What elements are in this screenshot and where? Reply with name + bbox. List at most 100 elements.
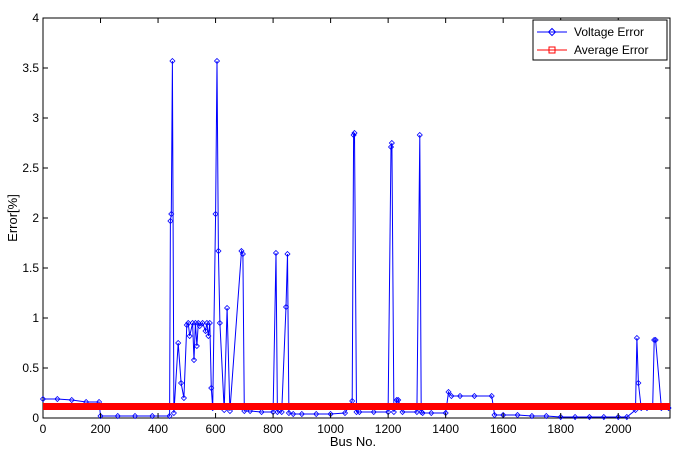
voltage-error-point <box>491 411 498 419</box>
voltage-error-point <box>635 379 642 387</box>
voltage-error-point <box>185 319 192 327</box>
data-layer <box>39 57 672 421</box>
voltage-error-point <box>274 408 281 416</box>
voltage-error-point <box>285 409 292 417</box>
x-tick-label: 800 <box>263 422 283 436</box>
voltage-error-point <box>97 412 104 420</box>
y-tick-label: 1 <box>32 311 39 325</box>
voltage-error-point <box>168 210 175 218</box>
voltage-error-point <box>623 413 630 421</box>
voltage-error-point <box>177 379 185 387</box>
y-tick-label: 0.5 <box>22 361 39 375</box>
voltage-error-point <box>572 413 579 421</box>
voltage-error-point <box>528 412 536 420</box>
voltage-error-point <box>284 250 291 258</box>
voltage-error-point <box>215 247 222 255</box>
y-tick-label: 1.5 <box>22 261 39 275</box>
voltage-error-point <box>393 396 400 404</box>
voltage-error-point <box>54 395 61 403</box>
voltage-error-point <box>180 394 187 402</box>
x-tick-label: 400 <box>148 422 168 436</box>
voltage-error-point <box>212 210 219 218</box>
x-tick-label: 600 <box>206 422 226 436</box>
voltage-error-point <box>68 396 75 404</box>
voltage-error-point <box>241 407 248 415</box>
voltage-error-point <box>169 57 176 65</box>
x-tick-label: 1600 <box>490 422 517 436</box>
voltage-error-point <box>615 413 622 421</box>
legend-voltage-label: Voltage Error <box>574 25 644 39</box>
voltage-error-point <box>413 408 420 416</box>
voltage-error-point <box>190 356 198 364</box>
x-tick-label: 1400 <box>432 422 459 436</box>
y-tick-label: 4 <box>32 11 39 25</box>
voltage-error-point <box>471 392 478 400</box>
voltage-error-point <box>390 408 397 416</box>
y-tick-label: 0 <box>32 411 39 425</box>
voltage-error-point <box>290 410 297 418</box>
voltage-error-point <box>356 408 363 416</box>
voltage-error-point <box>456 392 464 400</box>
legend-voltage-diamond-marker <box>547 27 557 37</box>
voltage-error-point <box>149 412 156 420</box>
voltage-error-point <box>282 303 290 311</box>
voltage-error-point <box>226 407 234 415</box>
voltage-error-point <box>416 131 423 139</box>
voltage-error-point <box>600 413 607 421</box>
voltage-error-point <box>428 409 435 417</box>
voltage-error-point <box>196 322 203 330</box>
x-tick-label: 1800 <box>547 422 574 436</box>
voltage-error-point <box>213 57 221 65</box>
y-axis-label: Error[%] <box>5 194 20 242</box>
voltage-error-point <box>170 409 177 417</box>
voltage-error-point <box>488 392 495 400</box>
voltage-error-point <box>278 408 285 416</box>
voltage-error-point <box>586 413 593 421</box>
legend-average-label: Average Error <box>574 43 648 57</box>
voltage-error-point <box>193 342 200 350</box>
voltage-error-point <box>205 332 212 340</box>
voltage-error-point <box>175 339 182 347</box>
y-tick-label: 2.5 <box>22 161 39 175</box>
voltage-error-point <box>216 319 223 327</box>
x-axis-label: Bus No. <box>330 434 376 449</box>
y-tick-label: 2 <box>32 211 39 225</box>
y-tick-label: 3.5 <box>22 61 39 75</box>
voltage-error-point <box>206 319 213 327</box>
voltage-error-point <box>166 412 173 420</box>
x-tick-label: 0 <box>40 422 47 436</box>
voltage-error-point <box>651 336 658 344</box>
voltage-error-point <box>39 395 47 403</box>
x-tick-label: 2000 <box>605 422 632 436</box>
voltage-error-point <box>399 408 406 416</box>
x-tick-label: 1000 <box>317 422 344 436</box>
voltage-error-point <box>351 129 358 137</box>
voltage-error-point <box>313 410 320 418</box>
voltage-error-point <box>272 249 280 257</box>
voltage-error-point <box>341 409 349 417</box>
voltage-error-point <box>131 412 139 420</box>
voltage-error-point <box>445 388 452 396</box>
voltage-error-point <box>183 321 190 329</box>
voltage-error-point <box>202 327 209 335</box>
voltage-error-point <box>387 143 395 151</box>
axis-layer: 0 200 400 600 800 1000 1200 1400 1600 1800 2000 0 0.… <box>22 11 670 436</box>
voltage-error-point <box>247 407 254 415</box>
legend-average-square-marker <box>548 46 556 54</box>
voltage-error-point <box>186 332 193 340</box>
voltage-error-point <box>224 304 231 312</box>
voltage-error-point <box>167 217 174 225</box>
voltage-error-point <box>514 411 521 419</box>
x-tick-label: 1200 <box>375 422 402 436</box>
x-tick-label: 200 <box>91 422 111 436</box>
legend: Voltage Error Average Error <box>532 19 668 61</box>
voltage-error-point <box>652 336 659 344</box>
voltage-error-point <box>557 413 564 421</box>
voltage-error-point <box>239 250 246 258</box>
voltage-error-point <box>388 139 395 147</box>
voltage-error-point <box>633 334 640 342</box>
voltage-error-point <box>448 392 455 400</box>
voltage-error-point <box>199 319 206 327</box>
